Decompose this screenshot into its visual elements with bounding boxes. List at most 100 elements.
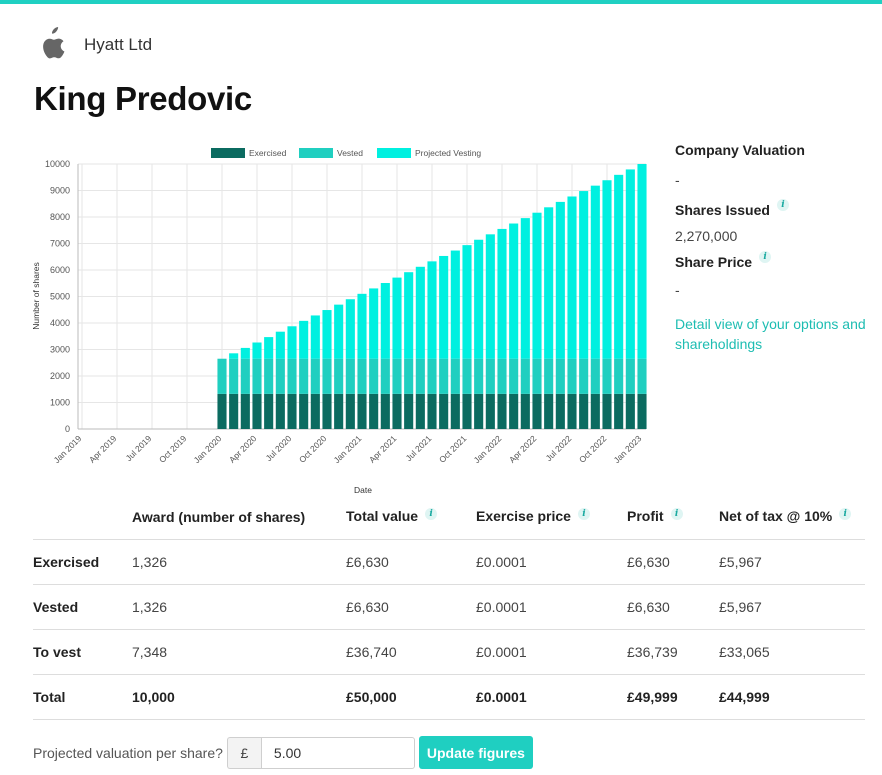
bar-projected [614,174,624,359]
y-tick-label: 10000 [45,159,70,169]
bar-projected [415,266,425,359]
info-icon[interactable]: i [759,251,772,263]
bar-exercised [264,393,274,429]
y-tick-label: 3000 [50,345,70,355]
y-axis-title: Number of shares [31,262,41,330]
bar-vested [474,358,484,394]
info-icon[interactable]: i [577,508,590,521]
bar-exercised [345,393,355,429]
valuation-label: Company Valuation [675,142,805,158]
bar-vested [252,358,262,394]
x-tick-label: Apr 2021 [367,433,399,465]
bar-vested [602,358,612,394]
row-label: Exercised [33,538,132,584]
x-tick-label: Jan 2021 [332,433,364,465]
x-axis-title: Date [354,485,372,495]
table-row: Exercised 1,326 £6,630 £0.0001 £6,630 £5… [33,538,865,584]
bar-projected [567,196,577,359]
x-tick-label: Oct 2021 [437,433,469,465]
bar-exercised [579,393,589,429]
info-icon[interactable]: i [776,199,789,211]
shares-issued-value: 2,270,000 [675,228,738,244]
bar-vested [240,358,250,394]
legend-label: Projected Vesting [415,148,481,158]
bar-vested [509,358,519,394]
info-icon[interactable]: i [839,508,852,521]
bar-exercised [229,393,239,429]
info-icon[interactable]: i [425,508,438,521]
summary-table: Award (number of shares) Total value i Ex… [33,495,865,720]
table-cell: 7,348 [132,628,346,674]
x-tick-label: Jul 2022 [544,433,574,463]
bar-exercised [637,393,647,429]
x-tick-label: Oct 2019 [157,433,189,465]
bar-projected [380,283,390,359]
x-tick-label: Oct 2020 [297,433,329,465]
bar-projected [427,261,437,359]
bar-vested [520,358,530,394]
bar-exercised [450,393,460,429]
bar-vested [357,358,367,394]
x-tick-label: Jul 2020 [264,433,294,463]
bar-exercised [334,393,344,429]
valuation-value: - [675,172,680,188]
column-header: Net of tax @ 10% i [719,495,865,539]
detail-view-link[interactable]: Detail view of your options and sharehol… [675,316,866,352]
y-tick-label: 6000 [50,265,70,275]
update-figures-button[interactable]: Update figures [418,736,533,769]
bar-projected [345,299,355,359]
bar-projected [532,212,542,359]
bar-exercised [462,393,472,429]
table-cell: £0.0001 [476,673,627,720]
bar-projected [555,201,565,359]
bar-projected [544,207,554,359]
bar-projected [497,228,507,359]
bar-vested [532,358,542,394]
table-cell: £49,999 [627,673,719,720]
top-accent-bar [0,0,882,4]
legend-swatch [299,148,333,158]
bar-exercised [614,393,624,429]
bar-projected [275,331,285,359]
bar-exercised [252,393,262,429]
bar-vested [310,358,320,394]
bar-exercised [485,393,495,429]
table-cell: 1,326 [132,538,346,584]
bar-exercised [474,393,484,429]
bar-exercised [357,393,367,429]
column-header: Profit i [627,495,719,539]
x-tick-label: Jan 2022 [472,433,504,465]
bar-vested [334,358,344,394]
bar-exercised [380,393,390,429]
row-label: Total [33,673,132,720]
legend-label: Exercised [249,148,287,158]
bar-projected [322,310,332,359]
bar-vested [485,358,495,394]
bar-exercised [439,393,449,429]
legend-swatch [377,148,411,158]
currency-addon: £ [226,736,261,769]
bar-vested [497,358,507,394]
bar-vested [392,358,402,394]
x-tick-label: Jan 2019 [52,433,84,465]
table-row: To vest 7,348 £36,740 £0.0001 £36,739 £3… [33,628,865,674]
valuation-input[interactable] [260,736,415,769]
bar-vested [567,358,577,394]
bar-projected [485,234,495,359]
bar-exercised [532,393,542,429]
bar-projected [299,320,309,359]
info-icon[interactable]: i [670,508,683,521]
column-header: Award (number of shares) [132,508,306,525]
bar-exercised [310,393,320,429]
bar-vested [637,358,647,394]
shares-issued-label: Shares Issued i [675,199,875,218]
bar-vested [275,358,285,394]
table-cell: £0.0001 [476,628,627,674]
bar-vested [369,358,379,394]
y-tick-label: 9000 [50,186,70,196]
bar-exercised [602,393,612,429]
total-row: Total 10,000 £50,000 £0.0001 £49,999 £44… [33,673,865,720]
bar-exercised [369,393,379,429]
bar-vested [590,358,600,394]
table-row: Vested 1,326 £6,630 £0.0001 £6,630 £5,96… [33,583,865,629]
